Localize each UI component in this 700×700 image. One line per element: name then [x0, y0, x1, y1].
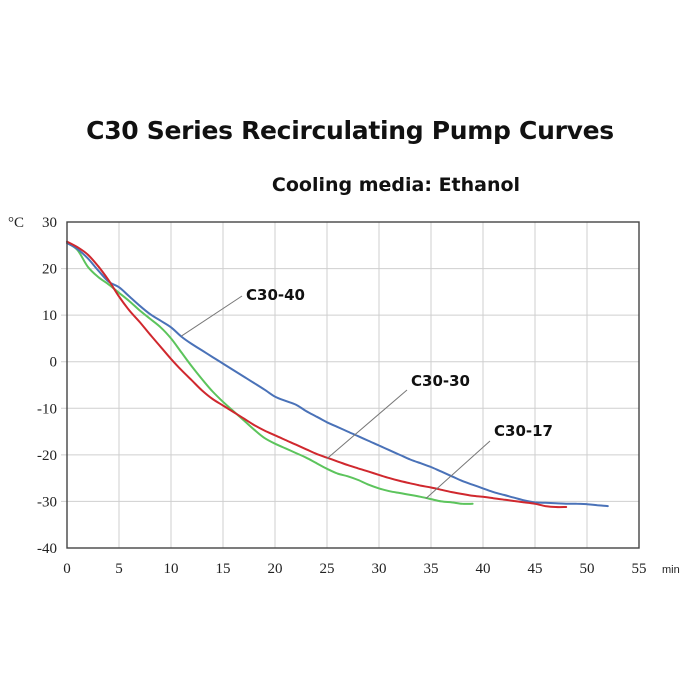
- x-tick-label: 15: [216, 561, 231, 577]
- annotation-leader-c30-30: [326, 389, 408, 459]
- x-tick-label: 35: [424, 561, 439, 577]
- annotation-leader-c30-17: [425, 440, 491, 500]
- x-tick-label: 10: [164, 561, 179, 577]
- y-axis-unit: °C: [8, 215, 24, 231]
- annotation-label-c30-30: C30-30: [411, 372, 470, 390]
- chart-subtitle: Cooling media: Ethanol: [271, 174, 521, 196]
- y-tick-label: -30: [37, 494, 57, 510]
- y-tick-label: -20: [37, 448, 57, 464]
- y-tick-label: -40: [37, 541, 57, 557]
- x-tick-label: 20: [268, 561, 283, 577]
- annotation-leader-c30-40: [181, 295, 243, 337]
- x-tick-label: 40: [476, 561, 491, 577]
- x-tick-label: 25: [320, 561, 335, 577]
- x-tick-label: 55: [632, 561, 647, 577]
- series-lines: [66, 240, 609, 509]
- plot-frame: [66, 221, 640, 549]
- series-line-c30-17: [66, 242, 474, 505]
- y-tick-label: 30: [42, 215, 57, 231]
- x-tick-label: 0: [63, 561, 71, 577]
- x-axis-unit: min: [662, 564, 680, 576]
- tick-labels: 0 5 10 15 20 25 30 35 40 45 50 55 30 20 10 0 -10 -20 -30 -4…: [37, 215, 647, 577]
- y-tick-label: 20: [42, 262, 57, 278]
- series-line-c30-30: [66, 240, 568, 509]
- x-tick-label: 30: [372, 561, 387, 577]
- y-tick-label: -10: [37, 401, 57, 417]
- x-tick-label: 45: [528, 561, 543, 577]
- series-line-c30-40: [66, 242, 609, 508]
- y-tick-label: 0: [50, 355, 58, 371]
- annotation-label-c30-40: C30-40: [246, 286, 305, 304]
- annotations: C30-40 C30-30 C30-17: [181, 286, 553, 500]
- grid: [61, 222, 639, 548]
- chart-title: C30 Series Recirculating Pump Curves: [86, 116, 614, 145]
- annotation-label-c30-17: C30-17: [494, 422, 553, 440]
- y-tick-label: 10: [42, 308, 57, 324]
- x-tick-label: 5: [115, 561, 123, 577]
- x-tick-label: 50: [580, 561, 595, 577]
